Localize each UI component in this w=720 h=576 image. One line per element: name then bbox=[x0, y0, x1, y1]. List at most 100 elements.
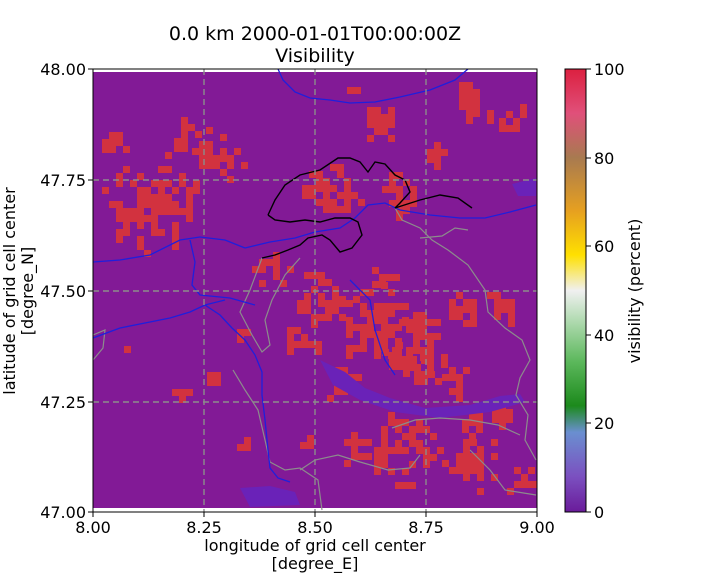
low-visibility-cell bbox=[381, 433, 388, 440]
low-visibility-cell bbox=[195, 131, 202, 138]
low-visibility-cell bbox=[172, 222, 179, 229]
low-visibility-cell bbox=[382, 186, 389, 193]
low-visibility-cell bbox=[186, 194, 193, 201]
low-visibility-cell bbox=[165, 194, 172, 201]
low-visibility-cell bbox=[367, 324, 374, 331]
low-visibility-cell bbox=[535, 481, 537, 488]
low-visibility-cell bbox=[476, 412, 483, 419]
low-visibility-cell bbox=[473, 89, 480, 96]
low-visibility-cell bbox=[463, 453, 470, 460]
low-visibility-cell bbox=[123, 229, 130, 236]
low-visibility-cell bbox=[389, 356, 396, 363]
low-visibility-cell bbox=[325, 300, 332, 307]
low-visibility-cell bbox=[234, 148, 241, 155]
low-visibility-cell bbox=[462, 426, 469, 433]
low-visibility-cell bbox=[388, 419, 395, 426]
low-visibility-cell bbox=[214, 379, 221, 386]
low-visibility-cell bbox=[456, 381, 463, 388]
low-visibility-cell bbox=[508, 306, 515, 313]
low-visibility-cell bbox=[220, 155, 227, 162]
low-visibility-cell bbox=[388, 324, 395, 331]
low-visibility-cell bbox=[462, 419, 469, 426]
x-tick-marks bbox=[92, 512, 538, 517]
low-visibility-cell bbox=[325, 307, 332, 314]
low-visibility-cell bbox=[351, 192, 358, 199]
low-visibility-cell bbox=[476, 426, 483, 433]
low-visibility-cell bbox=[413, 326, 420, 333]
low-visibility-cell bbox=[466, 103, 473, 110]
low-visibility-cell bbox=[477, 446, 484, 453]
low-visibility-cell bbox=[399, 319, 406, 326]
low-visibility-cell bbox=[174, 138, 181, 145]
lake-shape bbox=[512, 178, 536, 196]
low-visibility-cell bbox=[199, 148, 206, 155]
low-visibility-cell bbox=[456, 460, 463, 467]
low-visibility-cell bbox=[379, 281, 386, 288]
low-visibility-cell bbox=[427, 156, 434, 163]
x-tick-label: 8.50 bbox=[297, 518, 333, 537]
low-visibility-cell bbox=[410, 200, 417, 207]
low-visibility-cell bbox=[353, 324, 360, 331]
low-visibility-cell bbox=[158, 194, 165, 201]
y-tick-marks bbox=[88, 68, 93, 513]
low-visibility-cell bbox=[374, 310, 381, 317]
low-visibility-cell bbox=[206, 162, 213, 169]
low-visibility-cell bbox=[358, 199, 365, 206]
low-visibility-cell bbox=[410, 193, 417, 200]
low-visibility-cell bbox=[381, 440, 388, 447]
low-visibility-cell bbox=[473, 110, 480, 117]
low-visibility-cell bbox=[382, 349, 389, 356]
gridlines bbox=[93, 69, 537, 512]
low-visibility-cell bbox=[186, 389, 193, 396]
low-visibility-cell bbox=[137, 194, 144, 201]
map-subtitle: Visibility bbox=[275, 45, 355, 67]
low-visibility-cell bbox=[344, 460, 351, 467]
low-visibility-cell bbox=[273, 273, 280, 280]
low-visibility-cell bbox=[437, 447, 444, 454]
y-axis-label: latitude of grid cell center bbox=[0, 187, 19, 395]
low-visibility-cell bbox=[466, 89, 473, 96]
low-visibility-cell bbox=[508, 299, 515, 306]
low-visibility-cell bbox=[374, 447, 381, 454]
low-visibility-cell bbox=[346, 300, 353, 307]
low-visibility-cell bbox=[341, 367, 348, 374]
low-visibility-cell bbox=[494, 313, 501, 320]
low-visibility-cell bbox=[360, 303, 367, 310]
low-visibility-cell bbox=[389, 363, 396, 370]
low-visibility-cell bbox=[116, 215, 123, 222]
low-visibility-cell bbox=[316, 171, 323, 178]
low-visibility-cell bbox=[427, 347, 434, 354]
low-visibility-cell bbox=[334, 388, 341, 395]
low-visibility-cell bbox=[346, 352, 353, 359]
low-visibility-cell bbox=[309, 171, 316, 178]
low-visibility-cell bbox=[381, 454, 388, 461]
low-visibility-cell bbox=[220, 169, 227, 176]
low-visibility-cell bbox=[227, 155, 234, 162]
y-tick-label: 48.00 bbox=[40, 60, 86, 79]
low-visibility-cell bbox=[449, 367, 456, 374]
low-visibility-cell bbox=[469, 419, 476, 426]
low-visibility-cell bbox=[463, 446, 470, 453]
low-visibility-cell bbox=[441, 361, 448, 368]
low-visibility-cell bbox=[456, 306, 463, 313]
low-visibility-cell bbox=[499, 118, 506, 125]
low-visibility-cell bbox=[339, 300, 346, 307]
low-visibility-cell bbox=[381, 447, 388, 454]
y-tick-label: 47.00 bbox=[40, 503, 86, 522]
low-visibility-cell bbox=[351, 453, 358, 460]
low-visibility-cell bbox=[109, 139, 116, 146]
low-visibility-cell bbox=[172, 187, 179, 194]
low-visibility-cell bbox=[430, 433, 437, 440]
low-visibility-cell bbox=[137, 173, 144, 180]
low-visibility-cell bbox=[213, 162, 220, 169]
low-visibility-cell bbox=[506, 416, 513, 423]
low-visibility-cell bbox=[442, 374, 449, 381]
low-visibility-cell bbox=[421, 378, 428, 385]
low-visibility-cell bbox=[367, 317, 374, 324]
low-visibility-cell bbox=[287, 334, 294, 341]
low-visibility-cell bbox=[406, 347, 413, 354]
low-visibility-cell bbox=[388, 310, 395, 317]
low-visibility-cell bbox=[388, 303, 395, 310]
low-visibility-cell bbox=[137, 187, 144, 194]
low-visibility-cell bbox=[308, 341, 315, 348]
